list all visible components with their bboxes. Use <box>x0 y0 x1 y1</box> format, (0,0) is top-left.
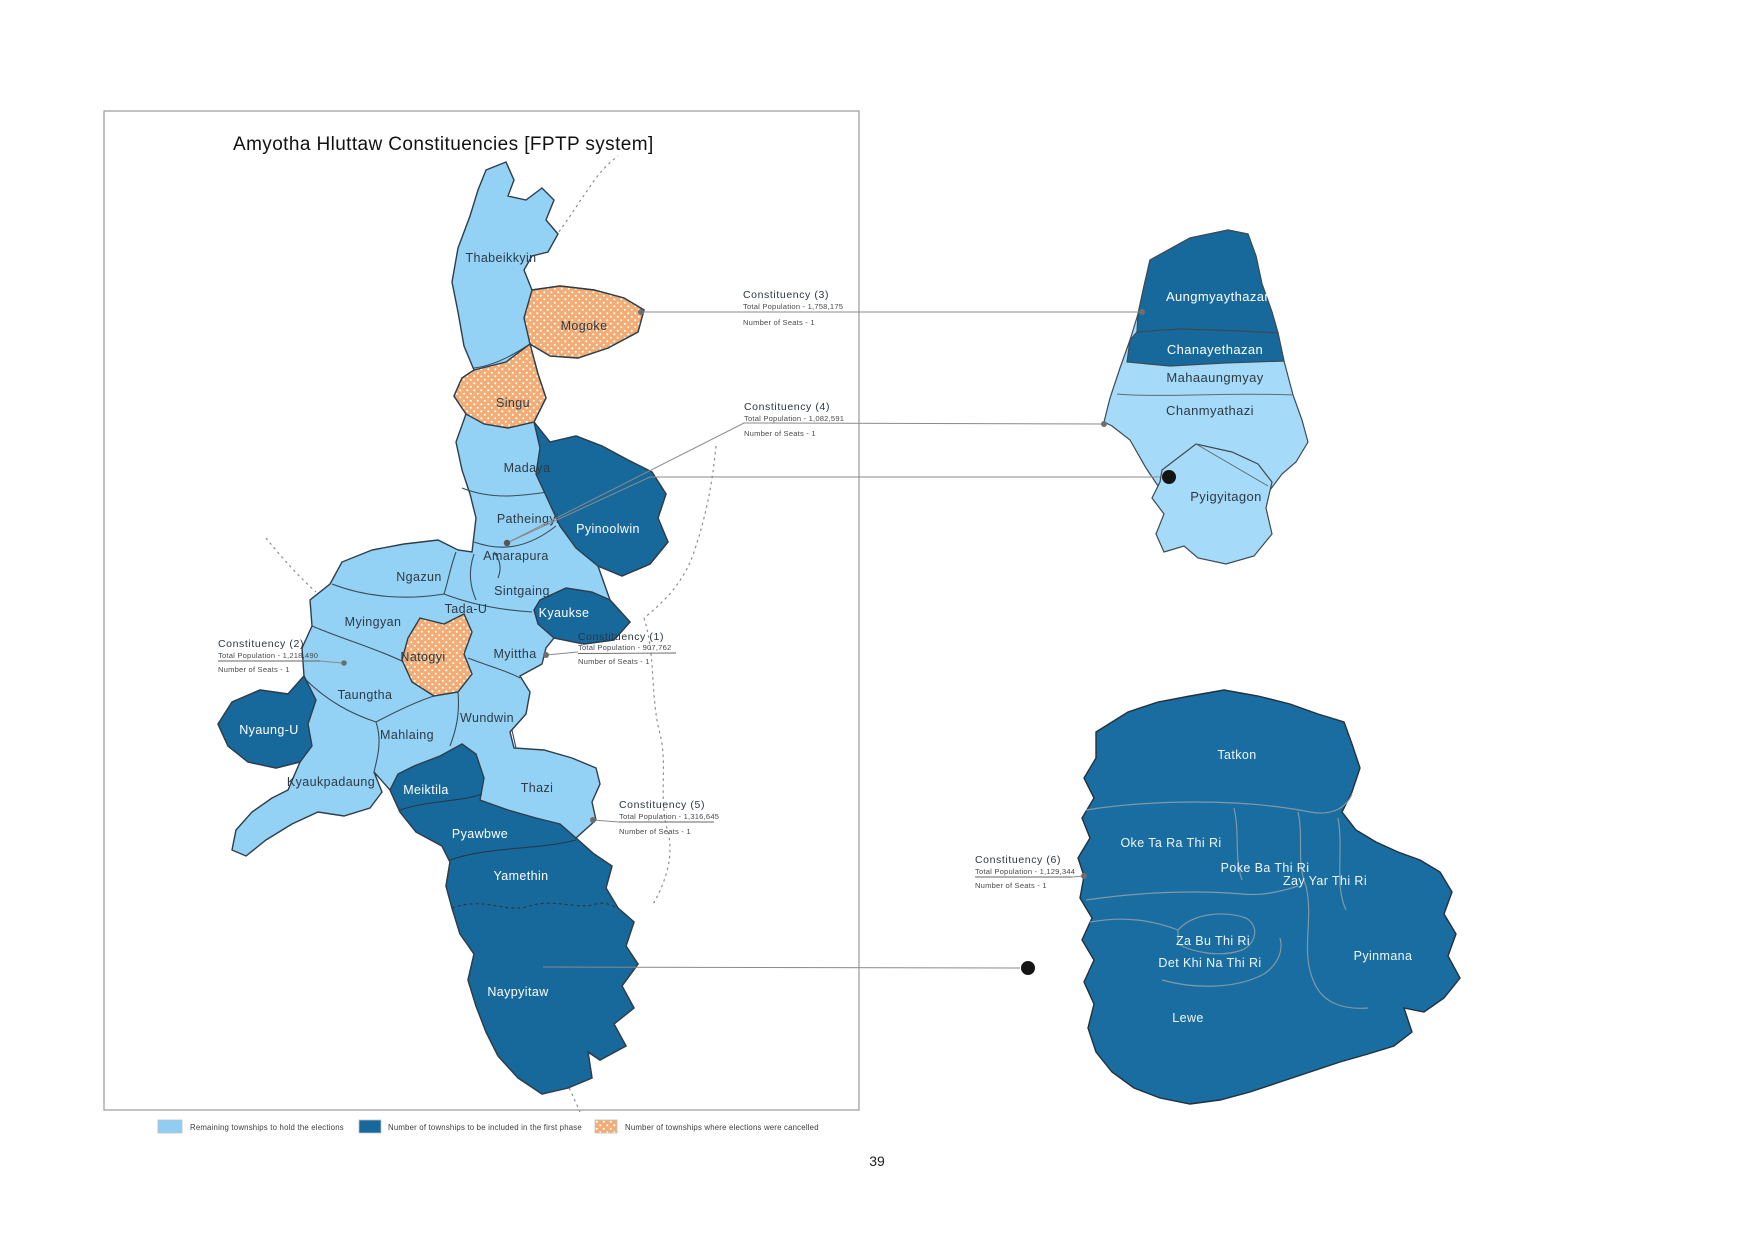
inset-label-chanayethazan: Chanayethazan <box>1167 342 1263 357</box>
constituency-5-population: Total Population - 1,316,645 <box>619 812 719 821</box>
inset-label-chanmyathazi: Chanmyathazi <box>1166 403 1254 418</box>
inset-label-det-khi-na-thi-ri: Det Khi Na Thi Ri <box>1158 956 1261 970</box>
constituency-5-title: Constituency (5) <box>619 799 705 811</box>
township-label-thazi: Thazi <box>521 781 554 795</box>
township-kyaukse <box>533 587 631 645</box>
region-boundary-dashed-southeast <box>643 617 671 907</box>
township-nyaung-u <box>217 674 317 769</box>
legend-label-first-phase: Number of townships to be included in th… <box>388 1123 582 1132</box>
township-singu <box>453 342 547 429</box>
inset-label-tatkon: Tatkon <box>1217 748 1256 762</box>
township-natogyi <box>401 613 473 697</box>
constituency-3-population: Total Population - 1,758,175 <box>743 302 843 311</box>
inset-label-pyinmana: Pyinmana <box>1354 949 1413 963</box>
constituency-6-title: Constituency (6) <box>975 854 1061 866</box>
page-number: 39 <box>869 1153 885 1169</box>
township-label-nyaung-u: Nyaung-U <box>239 723 298 737</box>
township-label-patheingyi: Patheingyi <box>497 512 559 526</box>
inset-label-oke-ta-ra-thi-ri: Oke Ta Ra Thi Ri <box>1120 836 1221 850</box>
township-label-sintgaing: Sintgaing <box>494 584 550 598</box>
township-mogoke <box>523 285 645 359</box>
township-label-madaya: Madaya <box>504 461 551 475</box>
mandalay-inset-labels: Aungmyaythazan Chanayethazan Mahaaungmya… <box>1166 289 1272 504</box>
legend: Remaining townships to hold the election… <box>157 1119 819 1134</box>
township-label-wundwin: Wundwin <box>460 711 514 725</box>
township-label-ngazun: Ngazun <box>396 570 442 584</box>
constituency-3-callout: Constituency (3) Total Population - 1,75… <box>743 289 843 327</box>
township-label-meiktila: Meiktila <box>403 783 449 797</box>
yamethin-naypyitaw-dashed-border <box>451 902 619 909</box>
region-boundary-dashed-west <box>265 537 317 593</box>
main-map-labels: Thabeikkyin Mogoke Singu Madaya Patheing… <box>239 251 640 999</box>
naypyitaw-inset-labels: Tatkon Oke Ta Ra Thi Ri Poke Ba Thi Ri Z… <box>1120 748 1412 1025</box>
township-label-kyaukse: Kyaukse <box>539 606 590 620</box>
township-label-mahlaing: Mahlaing <box>380 728 434 742</box>
inset-township-pyigyitagon <box>1151 443 1273 565</box>
pyawbwe-yamethin-border <box>449 839 577 861</box>
constituency-4-seats: Number of Seats - 1 <box>744 429 816 438</box>
township-southern-dark-group <box>389 743 639 1095</box>
township-label-myittha: Myittha <box>493 647 536 661</box>
constituency-2-population: Total Population - 1,218,490 <box>218 651 318 660</box>
constituency-4-title: Constituency (4) <box>744 401 830 413</box>
constituency-5-callout: Constituency (5) Total Population - 1,31… <box>619 799 719 836</box>
constituency-callouts: Constituency (1) Total Population - 907,… <box>218 289 1075 890</box>
township-label-myingyan: Myingyan <box>345 615 402 629</box>
naypyitaw-inset-borders <box>1085 793 1369 1009</box>
inset-label-za-bu-thi-ri: Za Bu Thi Ri <box>1176 934 1250 948</box>
constituency-1-callout: Constituency (1) Total Population - 907,… <box>577 631 677 666</box>
constituency-4-population: Total Population - 1,082,591 <box>744 414 844 423</box>
legend-swatch-first-phase <box>358 1119 382 1134</box>
legend-swatch-remaining <box>157 1119 183 1134</box>
constituency-3-seats: Number of Seats - 1 <box>743 318 815 327</box>
figure-title: Amyotha Hluttaw Constituencies [FPTP sys… <box>233 134 654 155</box>
mahaaungmyay-chanmyathazi-border <box>1116 393 1294 396</box>
constituency-1-seats: Number of Seats - 1 <box>578 657 650 666</box>
legend-label-cancelled: Number of townships where elections were… <box>625 1123 819 1132</box>
township-label-natogyi: Natogyi <box>400 650 445 664</box>
township-label-kyaukpadaung: Kyaukpadaung <box>287 775 375 789</box>
township-label-naypyitaw: Naypyitaw <box>487 985 549 999</box>
constituency-3-title: Constituency (3) <box>743 289 829 301</box>
constituency-6-population: Total Population - 1,129,344 <box>975 867 1075 876</box>
township-label-mogoke: Mogoke <box>561 319 608 333</box>
township-label-yamethin: Yamethin <box>493 869 548 883</box>
inset-label-poke-ba-thi-ri: Poke Ba Thi Ri <box>1221 861 1310 875</box>
region-boundary-dashed-east <box>643 445 717 619</box>
township-label-singu: Singu <box>496 396 530 410</box>
inset-label-zay-yar-thi-ri: Zay Yar Thi Ri <box>1283 874 1367 888</box>
callout-lines <box>319 309 1176 975</box>
constituency-2-seats: Number of Seats - 1 <box>218 665 290 674</box>
constituency-6-seats: Number of Seats - 1 <box>975 881 1047 890</box>
constituency-6-callout: Constituency (6) Total Population - 1,12… <box>975 854 1075 890</box>
constituency-1-title: Constituency (1) <box>578 631 664 643</box>
inset-label-mahaaungmyay: Mahaaungmyay <box>1166 370 1263 385</box>
township-label-thabeikkyin: Thabeikkyin <box>465 251 536 265</box>
constituency-2-title: Constituency (2) <box>218 638 304 650</box>
legend-swatch-cancelled <box>594 1119 618 1134</box>
legend-label-remaining: Remaining townships to hold the election… <box>190 1123 344 1132</box>
region-boundary-dashed-south-tail <box>559 1065 581 1113</box>
meiktila-pyawbwe-border <box>399 793 483 811</box>
inset-label-aungmyaythazan: Aungmyaythazan <box>1166 289 1272 304</box>
inset-label-lewe: Lewe <box>1172 1011 1203 1025</box>
inset-township-chanayethazan <box>1126 328 1285 367</box>
township-label-tada-u: Tada-U <box>445 602 488 616</box>
naypyitaw-inset-silhouette <box>1077 689 1461 1105</box>
township-label-amarapura: Amarapura <box>483 549 548 563</box>
township-pyinoolwin <box>533 421 669 577</box>
inset-label-pyigyitagon: Pyigyitagon <box>1190 489 1262 504</box>
pyigyitagon-inner-border <box>1195 443 1269 487</box>
constituency-1-population: Total Population - 907,762 <box>578 643 671 652</box>
constituency-5-seats: Number of Seats - 1 <box>619 827 691 836</box>
township-label-pyinoolwin: Pyinoolwin <box>576 522 640 536</box>
township-label-pyawbwe: Pyawbwe <box>452 827 508 841</box>
constituency-4-callout: Constituency (4) Total Population - 1,08… <box>744 401 844 438</box>
township-label-taungtha: Taungtha <box>338 688 393 702</box>
constituency-2-callout: Constituency (2) Total Population - 1,21… <box>218 638 320 674</box>
inset-township-aungmyaythazan <box>1136 229 1279 334</box>
